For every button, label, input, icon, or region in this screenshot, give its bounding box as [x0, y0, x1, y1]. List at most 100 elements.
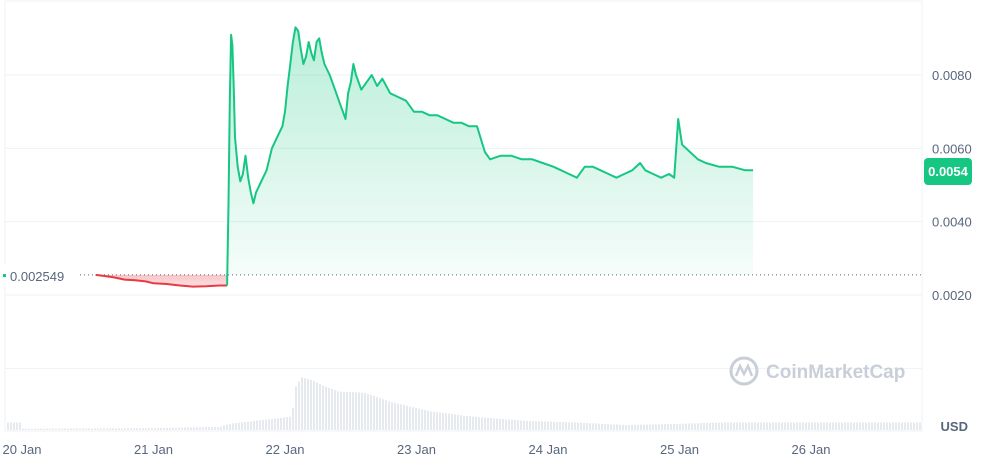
volume-bar	[526, 420, 528, 430]
volume-bar	[499, 418, 501, 430]
volume-bar	[58, 428, 60, 430]
volume-bar	[184, 427, 186, 430]
volume-bar	[28, 428, 30, 430]
volume-bar	[181, 427, 183, 430]
volume-bar	[256, 420, 258, 430]
volume-bar	[676, 423, 678, 430]
volume-bar	[889, 422, 891, 430]
volume-bar	[754, 422, 756, 430]
volume-bar	[829, 422, 831, 430]
volume-bar	[670, 423, 672, 430]
volume-bar	[721, 422, 723, 430]
x-tick-label: 22 Jan	[265, 442, 304, 457]
volume-bar	[97, 428, 99, 430]
volume-bar	[313, 381, 315, 430]
volume-bar	[121, 428, 123, 430]
volume-bar	[877, 422, 879, 430]
volume-bar	[331, 389, 333, 430]
volume-bar	[772, 422, 774, 430]
volume-bar	[16, 422, 18, 430]
volume-bar	[232, 423, 234, 430]
price-line[interactable]	[95, 26, 754, 288]
area-above-baseline	[227, 27, 754, 286]
price-area	[95, 27, 754, 287]
volume-bar	[886, 422, 888, 430]
volume-bar	[613, 424, 615, 430]
volume-bar	[316, 382, 318, 430]
volume-bar	[346, 391, 348, 430]
x-axis-ticks: 20 Jan 21 Jan 22 Jan 23 Jan 24 Jan 25 Jan 26 J…	[2, 442, 830, 457]
volume-bar	[592, 423, 594, 430]
volume-bar	[142, 428, 144, 430]
volume-bar	[334, 390, 336, 430]
volume-bar	[505, 419, 507, 430]
volume-bar	[880, 422, 882, 430]
volume-bar	[271, 418, 273, 430]
volume-bar	[838, 422, 840, 430]
volume-bar	[577, 422, 579, 430]
volume-bar	[562, 422, 564, 430]
volume-bar	[76, 428, 78, 430]
volume-bar	[823, 422, 825, 430]
volume-bar	[826, 422, 828, 430]
volume-bar	[415, 407, 417, 430]
volume-bar	[151, 428, 153, 430]
volume-bar	[709, 422, 711, 430]
volume-bar	[106, 428, 108, 430]
volume-bar	[79, 428, 81, 430]
volume-bar	[85, 428, 87, 430]
area-below-baseline	[95, 274, 228, 287]
volume-bar	[820, 422, 822, 430]
volume-bar	[337, 391, 339, 430]
volume-bar	[217, 426, 219, 430]
volume-bar	[535, 421, 537, 430]
volume-bar	[289, 416, 291, 430]
volume-bar	[478, 417, 480, 430]
y-tick-label: 0.0040	[932, 215, 972, 230]
volume-bar	[673, 423, 675, 430]
volume-bar	[340, 391, 342, 430]
volume-bar	[376, 397, 378, 430]
volume-bar	[205, 427, 207, 430]
volume-bar	[430, 411, 432, 430]
volume-bar	[739, 422, 741, 430]
volume-bar	[790, 422, 792, 430]
volume-bar	[697, 423, 699, 430]
volume-bar	[130, 428, 132, 430]
volume-bar	[565, 422, 567, 430]
volume-bar	[277, 418, 279, 430]
volume-bar	[508, 419, 510, 430]
volume-bar	[199, 427, 201, 430]
volume-bar	[283, 417, 285, 430]
volume-bar	[412, 407, 414, 430]
volume-bar	[124, 428, 126, 430]
volume-bar	[646, 424, 648, 430]
volume-bar	[703, 423, 705, 430]
volume-bar	[280, 417, 282, 430]
volume-bar	[433, 411, 435, 430]
volume-bar	[490, 418, 492, 430]
volume-bar	[424, 410, 426, 430]
volume-bar	[919, 422, 921, 430]
volume-bar	[214, 426, 216, 430]
volume-bar	[874, 422, 876, 430]
volume-bar	[514, 420, 516, 430]
x-tick-label: 20 Jan	[2, 442, 41, 457]
volume-bar	[622, 424, 624, 430]
volume-bar	[325, 386, 327, 430]
volume-bar	[442, 412, 444, 430]
x-tick-label: 25 Jan	[660, 442, 699, 457]
volume-bar	[301, 377, 303, 430]
volume-bar	[418, 408, 420, 430]
volume-bar	[34, 428, 36, 430]
volume-bar	[37, 428, 39, 430]
volume-bar	[742, 422, 744, 430]
volume-bar	[784, 422, 786, 430]
volume-bar	[364, 392, 366, 430]
volume-bar	[730, 422, 732, 430]
volume-bar	[757, 422, 759, 430]
volume-bar	[382, 399, 384, 430]
volume-bar	[10, 422, 12, 430]
volume-bar	[367, 393, 369, 430]
volume-bar	[679, 423, 681, 430]
